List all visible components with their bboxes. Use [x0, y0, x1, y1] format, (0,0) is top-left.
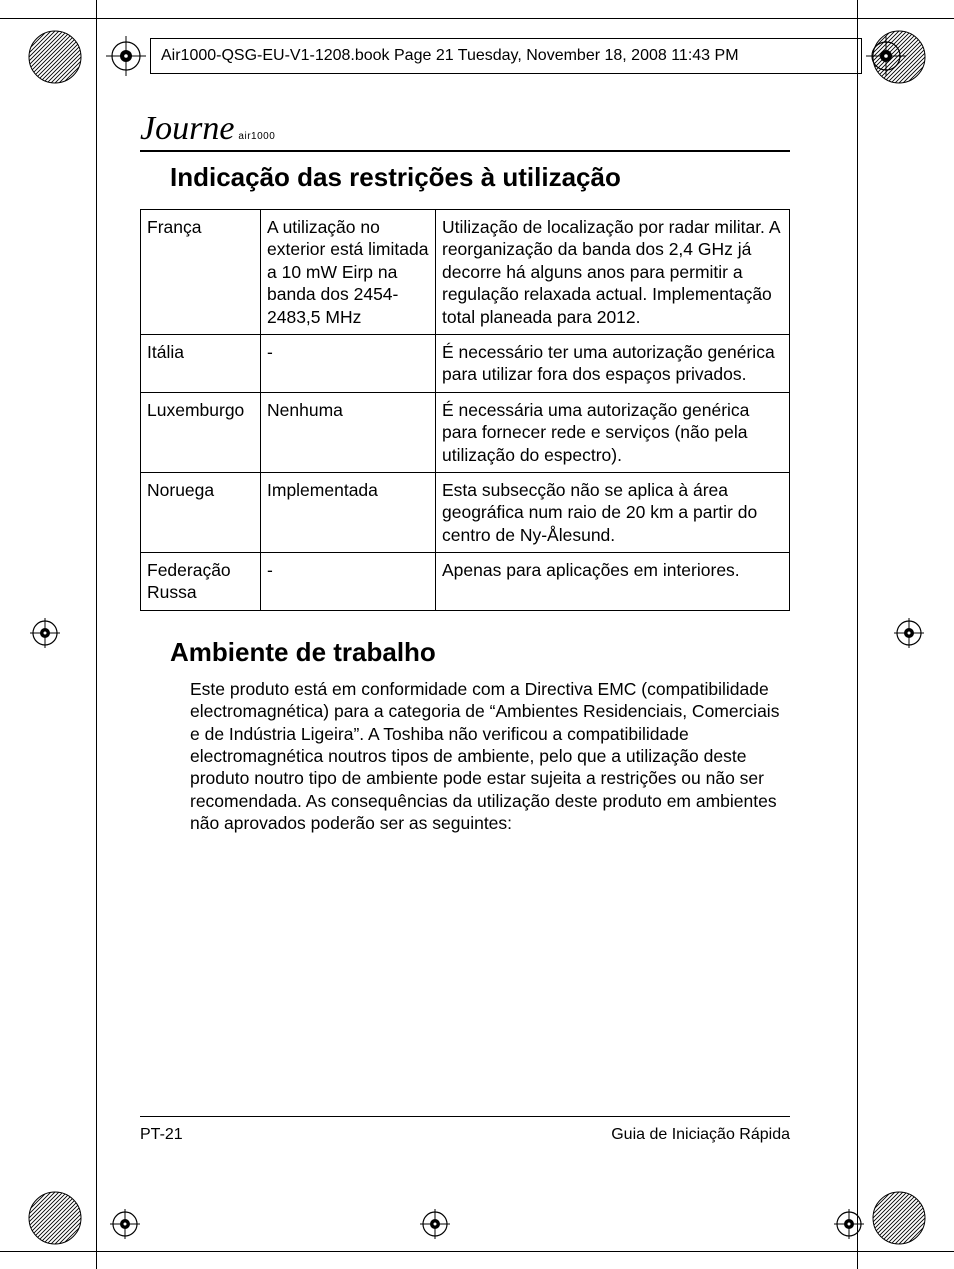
page-footer: PT-21 Guia de Iniciação Rápida	[140, 1126, 790, 1144]
cell-restriction: -	[261, 553, 436, 611]
crop-line	[0, 1251, 954, 1252]
hatched-corner-icon	[28, 1191, 82, 1245]
brand-logo-sub: air1000	[238, 131, 275, 142]
registration-mark-icon	[106, 36, 146, 76]
hatched-corner-icon	[28, 30, 82, 84]
page-content: Journe air1000 Indicação das restrições …	[140, 110, 790, 835]
hatched-corner-icon	[872, 1191, 926, 1245]
cell-reason: Esta subsecção não se aplica à área geog…	[436, 472, 790, 552]
crop-line	[0, 18, 954, 19]
cell-restriction: Implementada	[261, 472, 436, 552]
registration-mark-icon	[866, 36, 906, 76]
crop-line	[96, 0, 97, 1269]
file-header-bar: Air1000-QSG-EU-V1-1208.book Page 21 Tues…	[150, 38, 862, 74]
registration-mark-icon	[894, 618, 924, 648]
footer-page-number: PT-21	[140, 1126, 183, 1144]
cell-reason: É necessária uma autorização genérica pa…	[436, 392, 790, 472]
registration-mark-icon	[30, 618, 60, 648]
cell-country: Noruega	[141, 472, 261, 552]
table-row: França A utilização no exterior está lim…	[141, 210, 790, 335]
cell-reason: Apenas para aplicações em interiores.	[436, 553, 790, 611]
title-rule	[140, 150, 790, 152]
restrictions-table: França A utilização no exterior está lim…	[140, 209, 790, 611]
brand-logo: Journe air1000	[140, 110, 790, 148]
cell-country: Itália	[141, 334, 261, 392]
section-title-environment: Ambiente de trabalho	[170, 637, 790, 668]
table-row: Itália - É necessário ter uma autorizaçã…	[141, 334, 790, 392]
footer-rule	[140, 1116, 790, 1117]
crop-line	[857, 0, 858, 1269]
cell-reason: Utilização de localização por radar mili…	[436, 210, 790, 335]
environment-body-text: Este produto está em conformidade com a …	[190, 678, 780, 835]
file-header-text: Air1000-QSG-EU-V1-1208.book Page 21 Tues…	[161, 47, 739, 65]
brand-logo-main: Journe	[140, 110, 234, 148]
cell-restriction: Nenhuma	[261, 392, 436, 472]
cell-restriction: A utilização no exterior está limitada a…	[261, 210, 436, 335]
cell-country: França	[141, 210, 261, 335]
cell-restriction: -	[261, 334, 436, 392]
cell-reason: É necessário ter uma autorização genéric…	[436, 334, 790, 392]
registration-mark-icon	[420, 1209, 450, 1239]
footer-doc-title: Guia de Iniciação Rápida	[611, 1126, 790, 1144]
registration-mark-icon	[834, 1209, 864, 1239]
table-row: Noruega Implementada Esta subsecção não …	[141, 472, 790, 552]
table-row: Federação Russa - Apenas para aplicações…	[141, 553, 790, 611]
section-title-restrictions: Indicação das restrições à utilização	[170, 162, 790, 193]
cell-country: Federação Russa	[141, 553, 261, 611]
table-row: Luxemburgo Nenhuma É necessária uma auto…	[141, 392, 790, 472]
cell-country: Luxemburgo	[141, 392, 261, 472]
registration-mark-icon	[110, 1209, 140, 1239]
